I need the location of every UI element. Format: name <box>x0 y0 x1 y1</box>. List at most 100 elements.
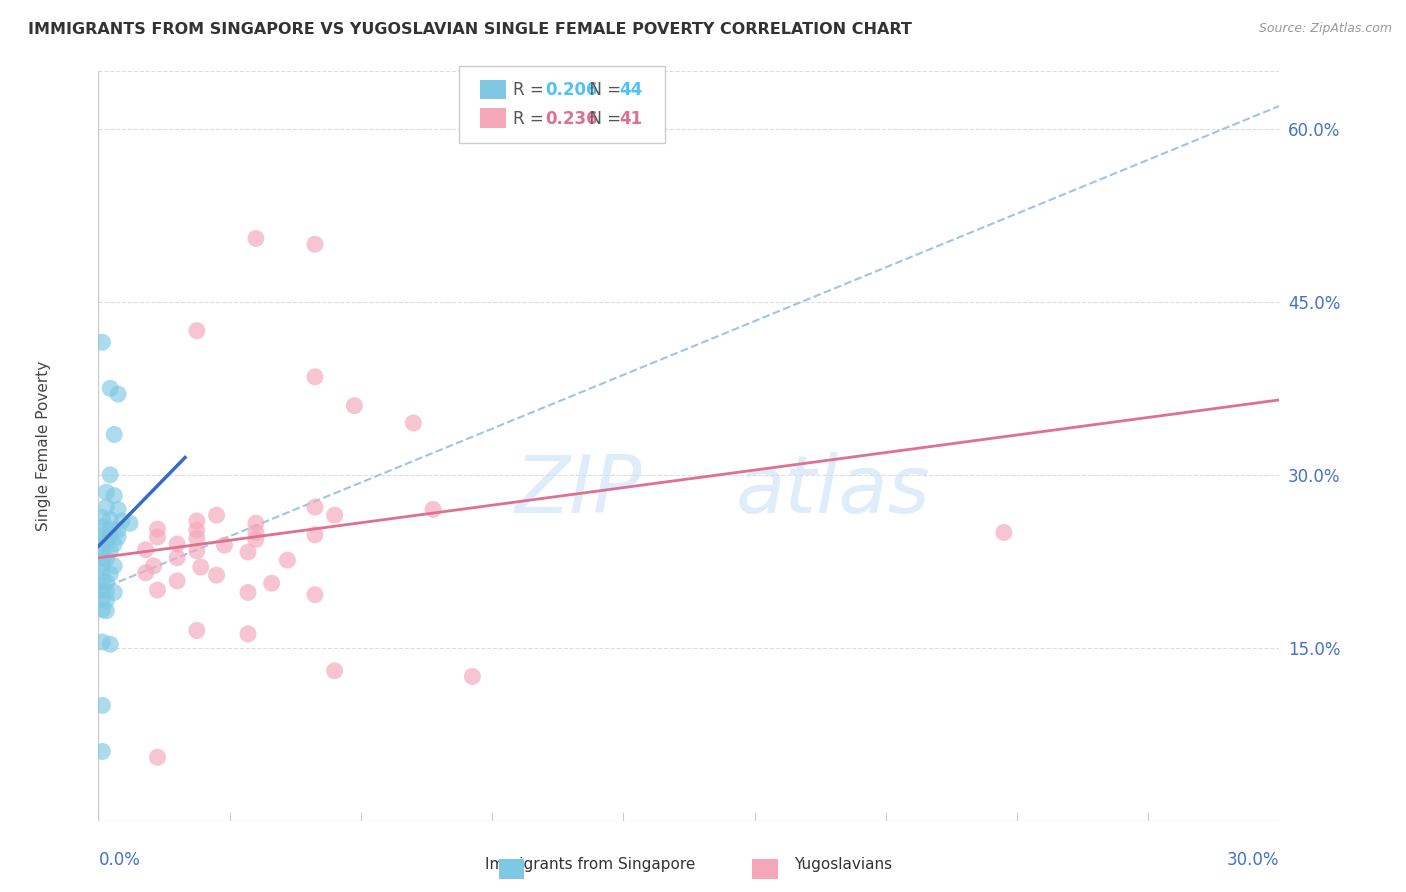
FancyBboxPatch shape <box>458 66 665 143</box>
Point <box>96 552 118 566</box>
Text: N =: N = <box>579 110 627 128</box>
Text: 44: 44 <box>619 81 643 99</box>
Point <box>91 583 114 598</box>
Point <box>91 510 114 524</box>
Text: atlas: atlas <box>737 452 931 530</box>
Point <box>91 558 114 572</box>
Point <box>186 544 208 558</box>
Point <box>96 500 118 514</box>
Point <box>118 516 141 531</box>
Text: R =: R = <box>513 81 548 99</box>
Point <box>91 603 114 617</box>
Point <box>103 489 125 503</box>
Point <box>98 566 121 581</box>
Text: 30.0%: 30.0% <box>1227 851 1279 869</box>
Point <box>304 500 326 514</box>
Point <box>205 568 228 582</box>
Point <box>98 522 121 536</box>
Point <box>103 537 125 551</box>
Point <box>91 566 114 580</box>
Text: Single Female Poverty: Single Female Poverty <box>37 361 51 531</box>
Point <box>96 485 118 500</box>
Point <box>107 530 129 544</box>
Point <box>91 542 114 557</box>
Point <box>96 593 118 607</box>
Point <box>146 583 169 598</box>
Point <box>214 538 236 552</box>
Point <box>245 231 267 245</box>
Point <box>422 502 444 516</box>
Point <box>323 508 346 523</box>
Point <box>98 467 121 482</box>
Point <box>96 604 118 618</box>
Point <box>236 585 259 599</box>
Point <box>146 750 169 764</box>
Point <box>186 324 208 338</box>
Text: IMMIGRANTS FROM SINGAPORE VS YUGOSLAVIAN SINGLE FEMALE POVERTY CORRELATION CHART: IMMIGRANTS FROM SINGAPORE VS YUGOSLAVIAN… <box>28 22 912 37</box>
Text: 0.206: 0.206 <box>546 81 598 99</box>
Point <box>993 525 1015 540</box>
Text: 41: 41 <box>619 110 643 128</box>
Point <box>103 585 125 599</box>
Point <box>245 516 267 531</box>
Bar <box>479 108 506 128</box>
Text: Source: ZipAtlas.com: Source: ZipAtlas.com <box>1258 22 1392 36</box>
Bar <box>479 79 506 99</box>
Point <box>98 381 121 395</box>
Point <box>236 627 259 641</box>
Point <box>186 523 208 537</box>
Point <box>276 553 298 567</box>
Text: Yugoslavians: Yugoslavians <box>794 857 893 872</box>
Point <box>135 542 157 557</box>
Point <box>96 574 118 589</box>
Point <box>98 637 121 651</box>
Point <box>98 529 121 543</box>
Point <box>186 514 208 528</box>
Point <box>304 369 326 384</box>
Point <box>166 574 188 588</box>
Point <box>166 550 188 565</box>
Point <box>91 335 114 350</box>
Point <box>142 558 165 573</box>
Point <box>304 528 326 542</box>
Text: Immigrants from Singapore: Immigrants from Singapore <box>485 857 696 872</box>
Point <box>98 513 121 527</box>
Point <box>205 508 228 523</box>
Point <box>98 544 121 558</box>
Point <box>91 744 114 758</box>
Point <box>260 576 283 591</box>
Point <box>107 387 129 401</box>
Point <box>245 533 267 547</box>
Point <box>186 531 208 545</box>
Point <box>190 560 212 574</box>
Point <box>107 502 129 516</box>
Text: 0.236: 0.236 <box>546 110 598 128</box>
Point <box>91 592 114 607</box>
Point <box>146 522 169 536</box>
Text: N =: N = <box>579 81 627 99</box>
Point <box>103 427 125 442</box>
Point <box>91 519 114 533</box>
Text: ZIP: ZIP <box>515 452 641 530</box>
Point <box>91 550 114 565</box>
Point <box>236 545 259 559</box>
Text: R =: R = <box>513 110 548 128</box>
Point <box>245 525 267 540</box>
Point <box>146 530 169 544</box>
Point <box>304 237 326 252</box>
Point <box>91 528 114 542</box>
Point <box>135 566 157 580</box>
Point <box>103 558 125 573</box>
Point <box>96 584 118 599</box>
Point <box>111 514 134 528</box>
Point <box>166 537 188 551</box>
Point <box>343 399 366 413</box>
Point <box>107 523 129 537</box>
Text: 0.0%: 0.0% <box>98 851 141 869</box>
Point <box>96 536 118 550</box>
Point <box>91 698 114 713</box>
Point <box>323 664 346 678</box>
Point <box>304 588 326 602</box>
Point <box>91 635 114 649</box>
Point <box>461 669 484 683</box>
